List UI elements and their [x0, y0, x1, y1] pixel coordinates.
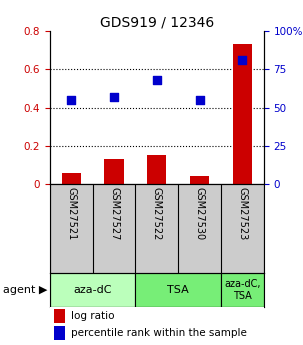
Bar — [221, 273, 264, 307]
Bar — [105, 159, 124, 184]
Bar — [50, 273, 135, 307]
Bar — [190, 176, 209, 184]
Text: percentile rank within the sample: percentile rank within the sample — [72, 328, 247, 338]
Point — [240, 57, 245, 63]
Bar — [135, 273, 221, 307]
Text: GSM27523: GSM27523 — [237, 187, 247, 240]
Point — [112, 94, 117, 100]
Bar — [54, 326, 65, 340]
Text: GSM27530: GSM27530 — [195, 187, 205, 240]
Bar — [147, 155, 166, 184]
Point — [155, 77, 159, 83]
Point — [197, 97, 202, 103]
Point — [69, 97, 74, 103]
Text: GSM27522: GSM27522 — [152, 187, 162, 240]
Bar — [233, 45, 252, 184]
Text: aza-dC: aza-dC — [73, 285, 112, 295]
Text: agent ▶: agent ▶ — [3, 285, 47, 295]
Bar — [62, 173, 81, 184]
Text: log ratio: log ratio — [72, 311, 115, 321]
Text: aza-dC,
TSA: aza-dC, TSA — [224, 279, 261, 301]
Title: GDS919 / 12346: GDS919 / 12346 — [100, 16, 214, 30]
Text: GSM27527: GSM27527 — [109, 187, 119, 240]
Text: GSM27521: GSM27521 — [66, 187, 76, 240]
Bar — [54, 309, 65, 323]
Text: TSA: TSA — [167, 285, 189, 295]
